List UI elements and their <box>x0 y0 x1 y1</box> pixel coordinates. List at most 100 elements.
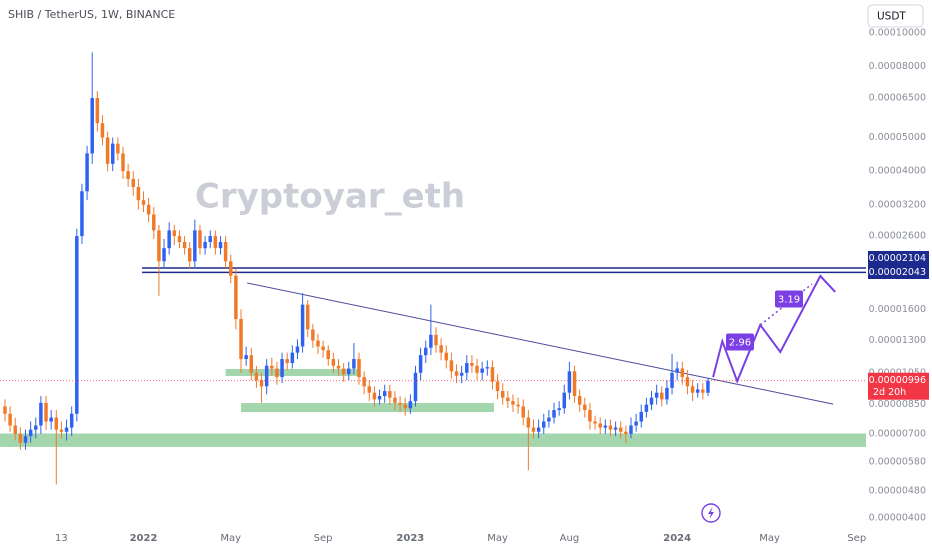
currency-button[interactable] <box>867 4 924 28</box>
level-label: 0.00002104 <box>869 253 926 264</box>
price-label: 0.00000996 <box>869 375 926 386</box>
candle-body <box>434 334 438 346</box>
candle-body <box>618 427 623 432</box>
x-tick-label: May <box>759 533 780 544</box>
candle-body <box>634 421 638 426</box>
level-label-box <box>868 251 929 265</box>
candle-body <box>675 368 679 373</box>
candle-body <box>567 371 572 393</box>
y-tick-label: 0.00001600 <box>869 304 926 315</box>
candle-body <box>44 402 48 422</box>
candle-body <box>285 359 289 364</box>
x-tick-label: 2023 <box>396 533 424 544</box>
candle-body <box>172 230 177 237</box>
candle-body <box>290 352 295 364</box>
candle-body <box>521 406 525 418</box>
candle-body <box>542 421 546 428</box>
projection-label: 3.19 <box>778 295 800 306</box>
candle-body <box>423 347 428 356</box>
candle-body <box>331 359 336 366</box>
candle-body <box>644 404 649 412</box>
countdown-label: 2d 20h <box>873 387 906 398</box>
y-tick-label: 0.00004000 <box>869 166 926 177</box>
candle-body <box>449 360 454 372</box>
y-tick-label: 0.00000480 <box>869 485 926 496</box>
candle-body <box>485 367 490 369</box>
price-label-box <box>868 372 929 400</box>
candle-body <box>665 387 669 400</box>
candle-body <box>270 365 274 369</box>
x-tick-label: Aug <box>560 533 580 544</box>
candle-body <box>300 304 305 347</box>
candle-body <box>121 153 125 172</box>
candle-body <box>588 410 592 422</box>
x-tick-label: 13 <box>55 533 68 544</box>
candle-body <box>54 417 59 430</box>
replay-icon[interactable] <box>701 503 721 523</box>
candle-body <box>670 372 674 388</box>
y-tick-label: 0.00005000 <box>869 132 926 143</box>
candle-body <box>239 319 243 360</box>
candle-body <box>654 392 659 398</box>
projection-label-box <box>726 333 754 351</box>
candle-body <box>639 411 643 422</box>
x-tick-label: Sep <box>314 533 333 544</box>
candle-body <box>470 363 474 366</box>
candle-body <box>552 410 556 418</box>
candle-body <box>18 433 23 443</box>
candle-body <box>110 143 115 164</box>
candle-body <box>506 397 510 402</box>
candle-body <box>249 355 254 373</box>
candle-body <box>547 417 551 422</box>
candle-body <box>167 230 171 249</box>
candle-body <box>660 392 664 400</box>
y-tick-label: 0.00000580 <box>869 457 926 468</box>
candle-body <box>90 97 94 154</box>
candle-body <box>203 242 207 249</box>
candle-body <box>613 427 618 430</box>
candle-body <box>418 355 423 373</box>
candle-body <box>557 408 561 411</box>
candle-body <box>454 371 459 376</box>
candle-body <box>23 436 28 443</box>
candle-body <box>295 346 300 353</box>
y-tick-label: 0.00010000 <box>869 28 926 39</box>
candle-body <box>234 275 238 320</box>
watermark: Cryptoyar_eth <box>195 177 465 217</box>
candle-body <box>362 377 366 387</box>
candle-body <box>685 377 690 387</box>
candle-body <box>408 401 413 409</box>
candle-body <box>3 406 7 414</box>
y-tick-label: 0.00003200 <box>869 199 926 210</box>
candle-body <box>264 365 269 387</box>
candle-body <box>398 402 402 405</box>
candle-body <box>593 421 597 424</box>
candle-body <box>213 236 218 249</box>
candle-body <box>357 359 361 378</box>
candle-body <box>193 230 197 262</box>
candle-body <box>280 359 284 378</box>
candle-body <box>162 248 166 262</box>
candle-body <box>305 304 310 330</box>
candle-body <box>695 389 700 393</box>
y-tick-label: 0.00006500 <box>869 92 926 103</box>
candle-body <box>100 123 105 138</box>
level-label-box <box>868 265 929 279</box>
candle-body <box>177 236 182 243</box>
x-tick-label: Sep <box>847 533 866 544</box>
candle-body <box>126 171 130 179</box>
candle-body <box>131 178 136 188</box>
candle-body <box>49 417 53 422</box>
candle-body <box>275 368 279 378</box>
candle-body <box>706 380 710 393</box>
candle-body <box>403 404 407 409</box>
candle-body <box>85 153 89 192</box>
candle-body <box>326 350 330 360</box>
candle-body <box>352 359 356 369</box>
candle-body <box>223 242 228 262</box>
candle-body <box>536 427 541 432</box>
candle-body <box>75 236 79 414</box>
chart-title: SHIB / TetherUS, 1W, BINANCE <box>8 8 175 21</box>
